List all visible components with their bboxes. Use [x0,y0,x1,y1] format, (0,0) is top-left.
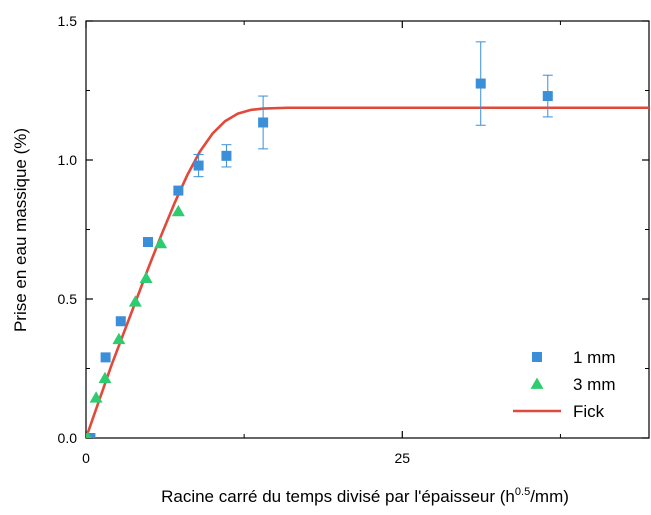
data-point-triangle [154,236,168,249]
axis-tick-labels: 0 25 0.0 0.5 1.0 1.5 [58,13,411,466]
data-point-square [86,433,96,438]
y-tick-label: 0.0 [58,430,78,446]
data-point-square [475,78,486,89]
x-tick-label: 25 [395,450,411,466]
legend-marker-triangle [530,377,544,389]
series-layer [86,41,649,438]
series-triangle [86,204,185,438]
legend-marker-square [532,352,542,362]
data-point-square [142,237,153,248]
data-point-square [115,316,126,327]
legend: 1 mm 3 mm Fick [513,348,616,421]
fick-curve [86,106,649,438]
x-tick-label: 0 [82,450,90,466]
series-line [86,106,649,438]
data-point-triangle [171,204,185,217]
data-point-triangle [128,295,142,307]
data-point-triangle [89,391,103,403]
data-point-square [221,150,232,161]
data-point-square [258,117,269,128]
data-point-triangle [139,271,153,284]
y-tick-label: 1.5 [58,13,78,29]
legend-label: 1 mm [573,348,616,367]
plot-frame [85,20,650,439]
x-axis-label-superscript: 0.5 [515,486,530,498]
y-tick-label: 1.0 [58,152,78,168]
y-axis-label: Prise en eau massique (%) [11,128,30,332]
y-tick-label: 0.5 [58,291,78,307]
series-square [86,41,553,438]
axis-ticks [85,20,649,439]
x-axis-label-main: Racine carré du temps divisé par l'épais… [161,487,515,506]
data-point-triangle [98,371,112,384]
data-point-square [542,91,553,102]
x-axis-label: Racine carré du temps divisé par l'épais… [161,486,569,506]
legend-label: 3 mm [573,375,616,394]
data-point-triangle [86,431,92,438]
x-axis-label-suffix: /mm) [530,487,569,506]
data-point-square [173,185,184,196]
data-point-triangle [112,332,126,345]
data-point-square [193,160,204,171]
plot-border [85,20,650,439]
legend-label: Fick [573,402,605,421]
data-point-square [100,352,111,363]
